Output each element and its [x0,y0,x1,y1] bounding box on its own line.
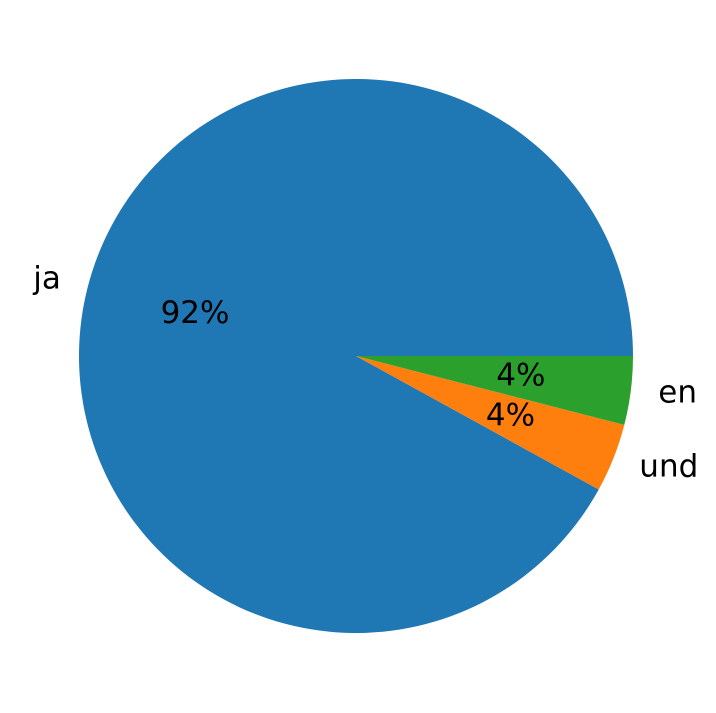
slice-label: ja [32,261,61,297]
slice-label: en [658,375,697,411]
pie-slice [356,356,633,425]
percent-label: 4% [496,357,545,393]
pie-slice [79,79,634,634]
pie-slice [356,356,625,490]
percent-label: 4% [486,398,535,434]
percent-label: 92% [161,295,230,331]
slice-label: und [639,449,698,485]
